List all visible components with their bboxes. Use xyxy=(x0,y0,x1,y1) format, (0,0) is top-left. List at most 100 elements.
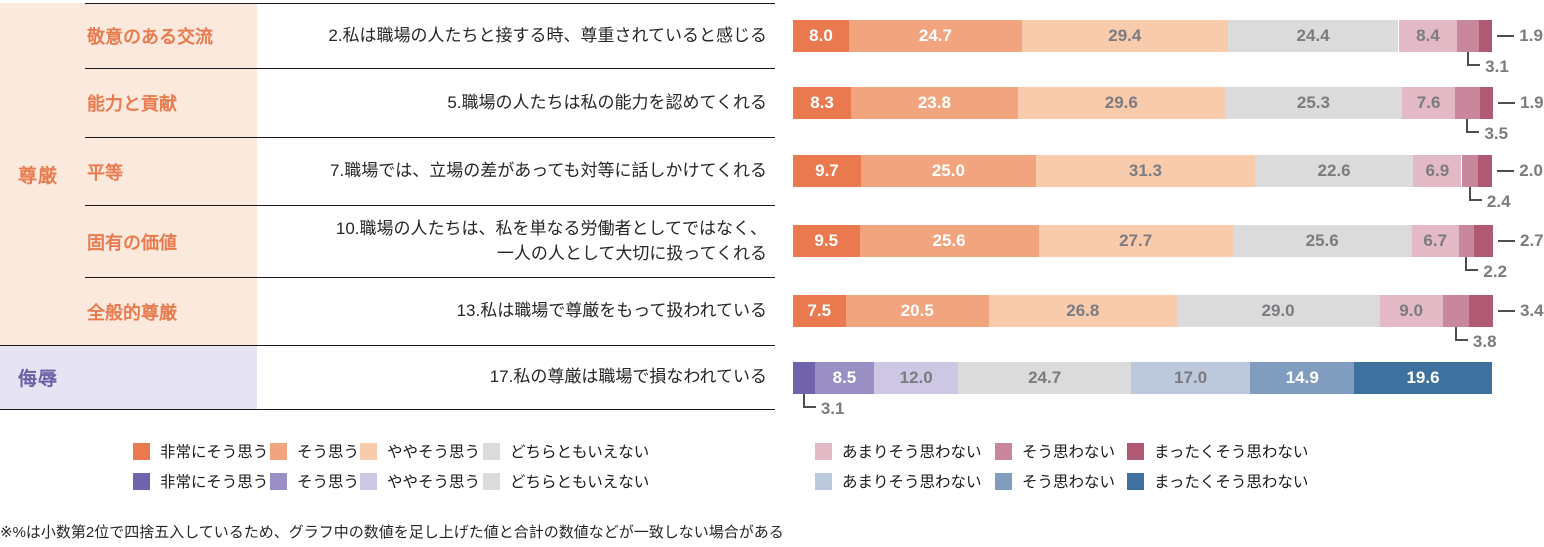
segment-value-label: 8.5 xyxy=(832,367,857,387)
segment-value-label: 24.7 xyxy=(918,25,952,45)
question-cell: 17.私の尊厳は職場で損なわれている xyxy=(257,345,775,410)
legend-item: あまりそう思わない xyxy=(815,436,995,466)
question-text: 10.職場の人たちは、私を単なる労働者としてではなく、 一人の人として大切に扱っ… xyxy=(335,219,767,263)
callout-line xyxy=(1465,257,1468,270)
legend-label: そう思う xyxy=(297,444,360,461)
footnote: ※%は小数第2位で四捨五入しているため、グラフ中の数値を足し上げた値と合計の数値… xyxy=(0,524,784,541)
legend-label: どちらともいえない xyxy=(510,444,650,461)
callout-line xyxy=(1466,118,1469,132)
segment-value-label: 8.0 xyxy=(809,25,833,45)
bar-segment: 25.6 xyxy=(1232,225,1412,257)
bar-segment: 7.5 xyxy=(793,295,846,327)
segment-value-label: 9.7 xyxy=(815,161,839,180)
group-label: 尊厳 xyxy=(18,165,59,187)
subcategory-label: 平等 xyxy=(87,162,123,183)
segment-value-label: 12.0 xyxy=(899,367,933,387)
group-cell-insult: 侮辱 xyxy=(0,345,257,410)
bar-segment xyxy=(1457,19,1479,52)
segment-value-label: 9.5 xyxy=(814,231,839,250)
bar-segment xyxy=(1461,155,1479,187)
legend-item: どちらともいえない xyxy=(483,466,815,496)
subcategory-label: 全般的尊厳 xyxy=(87,302,177,323)
bar-segment: 14.9 xyxy=(1250,361,1355,394)
bar-segment: 8.5 xyxy=(814,361,875,394)
callout-line xyxy=(802,405,816,408)
legend-swatch xyxy=(360,442,377,460)
question-text: 17.私の尊厳は職場で損なわれている xyxy=(489,367,767,387)
legend-item: どちらともいえない xyxy=(483,436,815,466)
callout-line xyxy=(1454,339,1468,341)
segment-value-label: 20.5 xyxy=(900,301,934,320)
callout-value-label: 1.9 xyxy=(1519,25,1543,45)
callout-line xyxy=(1467,63,1481,66)
callout-line xyxy=(1498,310,1515,312)
legend-swatch xyxy=(483,472,500,490)
legend-swatch xyxy=(995,472,1012,490)
legend-label: そう思う xyxy=(297,474,360,491)
legend-item: そう思う xyxy=(270,466,360,496)
legend-swatch xyxy=(815,442,832,460)
bar-segment: 27.7 xyxy=(1038,225,1233,257)
bar-segment: 25.0 xyxy=(860,155,1036,187)
segment-value-label: 14.9 xyxy=(1285,367,1319,387)
bar-segment: 29.6 xyxy=(1017,86,1225,119)
legend-item: あまりそう思わない xyxy=(815,466,995,496)
legend-label: ややそう思う xyxy=(387,444,481,461)
subcategory-cell: 固有の価値 xyxy=(85,205,257,277)
callout-value-label: 2.2 xyxy=(1483,262,1508,281)
callout-value-label: 3.1 xyxy=(1485,56,1509,76)
callout-value-label: 3.5 xyxy=(1484,123,1509,143)
bar-segment: 22.6 xyxy=(1255,155,1414,187)
bar-segment xyxy=(1455,86,1480,119)
callout-line xyxy=(1497,170,1515,172)
legend-label: あまりそう思わない xyxy=(842,474,982,491)
bar-segment: 25.6 xyxy=(859,225,1039,257)
bar-segment: 24.7 xyxy=(958,361,1132,394)
legend-label: 非常にそう思う xyxy=(160,444,269,461)
callout-line xyxy=(1497,34,1515,37)
bar-segment: 31.3 xyxy=(1035,155,1255,187)
callout-value-label: 3.1 xyxy=(820,398,845,418)
legend: 非常にそう思う そう思う ややそう思う どちらともいえない あまりそう思わない そう思わな… xyxy=(133,436,1308,496)
segment-value-label: 25.6 xyxy=(932,231,966,250)
bar-segment: 9.0 xyxy=(1379,295,1443,327)
legend-label: どちらともいえない xyxy=(510,474,650,491)
legend-swatch xyxy=(995,442,1012,460)
legend-label: あまりそう思わない xyxy=(842,444,982,461)
segment-value-label: 19.6 xyxy=(1406,367,1440,387)
segment-value-label: 26.8 xyxy=(1066,301,1100,320)
subcategory-cell: 全般的尊厳 xyxy=(85,277,257,345)
segment-value-label: 24.7 xyxy=(1028,367,1062,387)
question-cell: 7.職場では、立場の差があっても対等に話しかけてくれる xyxy=(257,137,775,205)
callout-line xyxy=(1498,101,1515,104)
segment-value-label: 17.0 xyxy=(1174,367,1208,387)
bar-segment: 8.4 xyxy=(1398,19,1458,52)
group-label: 侮辱 xyxy=(18,369,59,390)
segment-value-label: 29.0 xyxy=(1261,301,1295,320)
bar-segment: 6.7 xyxy=(1411,225,1459,257)
bar-segment: 24.7 xyxy=(849,19,1022,52)
legend-swatch xyxy=(483,442,500,460)
callout-line xyxy=(1468,199,1482,201)
bar-segment: 9.5 xyxy=(793,225,860,257)
bar-segment: 26.8 xyxy=(989,295,1177,327)
segment-value-label: 23.8 xyxy=(917,92,951,112)
callout-line xyxy=(1465,269,1479,271)
legend-label: そう思わない xyxy=(1022,474,1116,491)
callout-value-label: 2.0 xyxy=(1519,161,1543,180)
legend-swatch xyxy=(360,472,377,490)
bar-chart-area: 8.0 24.7 29.4 24.4 8.4 3.1 1.9 8.3 23.8 29.6 25.3 7… xyxy=(793,19,1544,418)
legend-item: そう思わない xyxy=(995,466,1127,496)
question-text: 7.職場では、立場の差があっても対等に話しかけてくれる xyxy=(330,161,767,181)
legend-item: ややそう思う xyxy=(360,436,483,466)
segment-value-label: 25.6 xyxy=(1305,231,1339,250)
segment-value-label: 6.9 xyxy=(1425,161,1450,180)
legend-label: ややそう思う xyxy=(387,474,481,491)
question-text: 5.職場の人たちは私の能力を認めてくれる xyxy=(447,92,767,112)
callout-value-label: 3.4 xyxy=(1520,301,1544,320)
bar-segment xyxy=(793,361,815,394)
bar-segment: 17.0 xyxy=(1131,361,1251,394)
segment-value-label: 25.3 xyxy=(1296,92,1330,112)
bar-segment: 9.7 xyxy=(793,155,861,187)
